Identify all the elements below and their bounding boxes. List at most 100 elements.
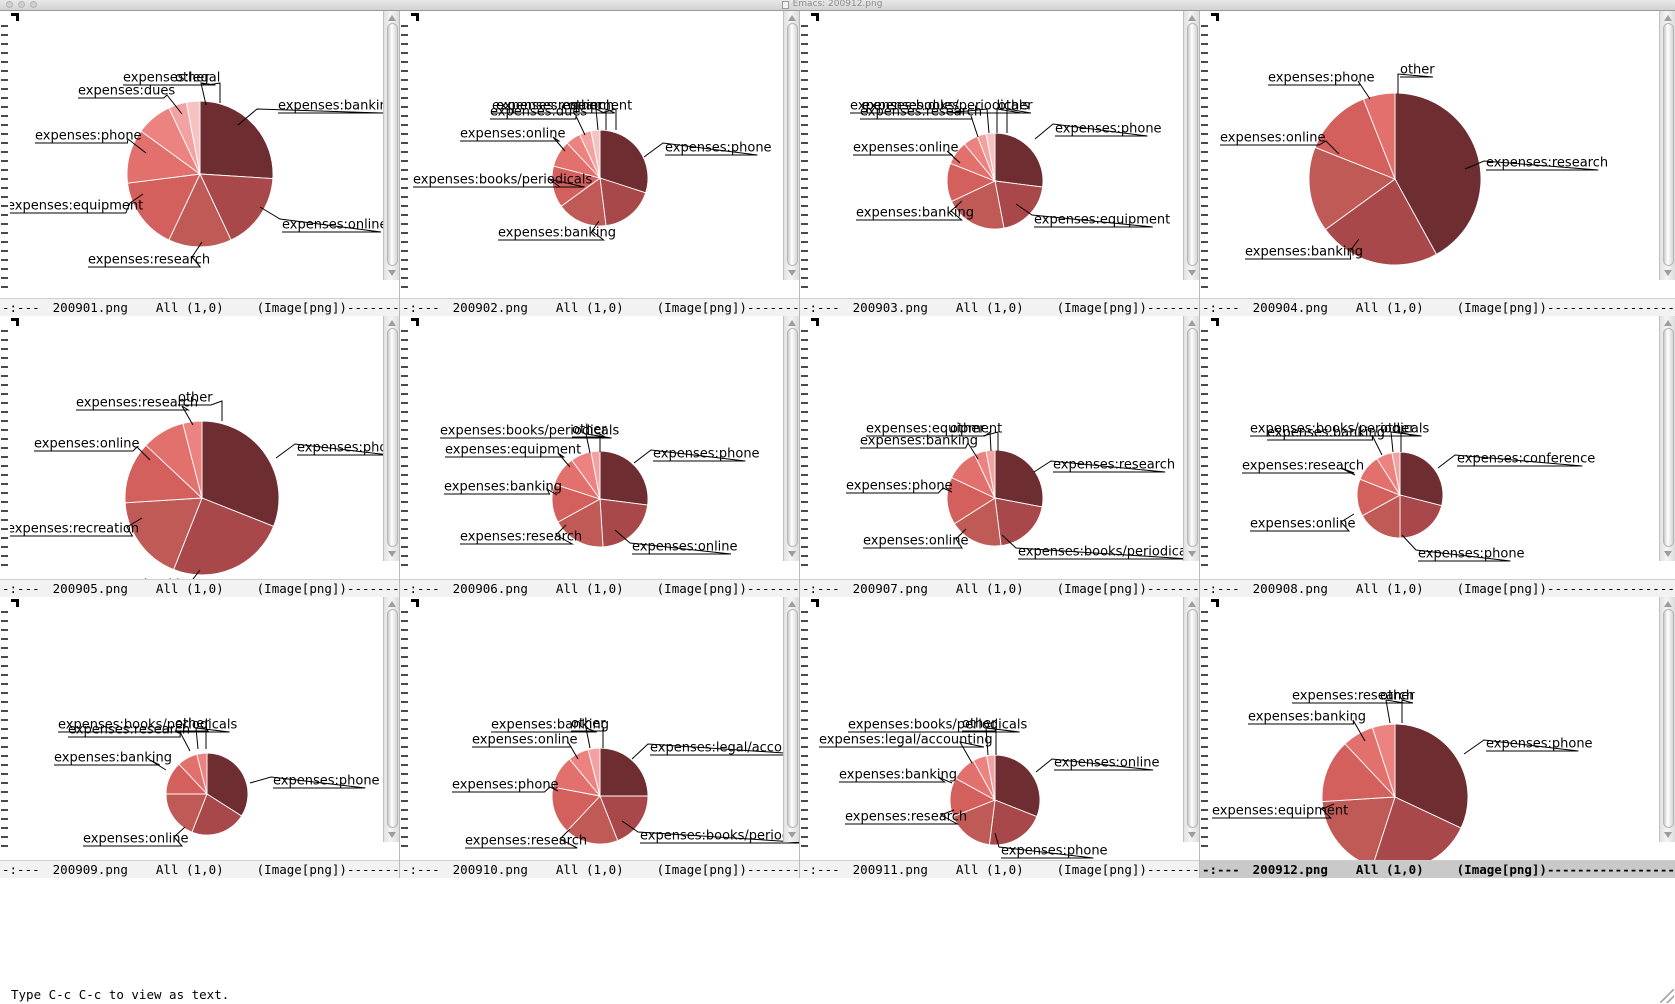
emacs-window-200901[interactable]: expenses:banking expenses:online expenses:… xyxy=(0,11,400,316)
image-buffer[interactable]: expenses:legal/accountingexpenses:books/… xyxy=(400,597,799,860)
mode-line[interactable]: -:--- 200909.png All (1,0) (Image[png]) ----… xyxy=(0,860,399,878)
scroll-down-arrow-icon[interactable] xyxy=(387,268,397,278)
mode-line[interactable]: -:--- 200912.png All (1,0) (Image[png]) ----… xyxy=(1200,860,1675,878)
vertical-scrollbar[interactable] xyxy=(1659,316,1675,561)
mode-line[interactable]: -:--- 200904.png All (1,0) (Image[png]) ----… xyxy=(1200,298,1675,316)
mode-line-buffer-name[interactable]: 200904.png xyxy=(1252,299,1328,315)
scrollbar-thumb[interactable] xyxy=(787,328,798,547)
vertical-scrollbar[interactable] xyxy=(783,597,799,842)
image-buffer[interactable]: expenses:phone expenses:online expenses:re… xyxy=(400,316,799,579)
mode-line-buffer-name[interactable]: 200910.png xyxy=(452,861,528,877)
mode-line-buffer-name[interactable]: 200911.png xyxy=(852,861,928,877)
mode-line[interactable]: -:--- 200905.png All (1,0) (Image[png]) ----… xyxy=(0,579,399,597)
mode-line[interactable]: -:--- 200901.png All (1,0) (Image[png]) ----… xyxy=(0,298,399,316)
scroll-up-arrow-icon[interactable] xyxy=(1663,13,1673,23)
mode-line-major-mode[interactable]: (Image[png]) xyxy=(1456,299,1547,315)
scrollbar-thumb[interactable] xyxy=(387,609,398,828)
vertical-scrollbar[interactable] xyxy=(1183,597,1199,842)
image-buffer[interactable]: expenses:phoneexpenses:onlineexpenses:eq… xyxy=(1200,597,1675,860)
mode-line[interactable]: -:--- 200902.png All (1,0) (Image[png]) ----… xyxy=(400,298,799,316)
scroll-down-arrow-icon[interactable] xyxy=(387,830,397,840)
image-buffer[interactable]: expenses:research expenses:books/periodic… xyxy=(800,316,1199,579)
emacs-window-200912[interactable]: expenses:phoneexpenses:onlineexpenses:eq… xyxy=(1200,597,1675,878)
scrollbar-thumb[interactable] xyxy=(1663,609,1674,828)
mode-line-buffer-name[interactable]: 200903.png xyxy=(852,299,928,315)
vertical-scrollbar[interactable] xyxy=(783,316,799,561)
emacs-window-200902[interactable]: expenses:phone expenses:banking expenses:b… xyxy=(400,11,800,316)
scroll-down-arrow-icon[interactable] xyxy=(1187,830,1197,840)
resize-grip[interactable] xyxy=(1660,989,1674,1003)
scroll-down-arrow-icon[interactable] xyxy=(1663,268,1673,278)
mode-line-major-mode[interactable]: (Image[png]) xyxy=(256,861,347,877)
mode-line-major-mode[interactable]: (Image[png]) xyxy=(1456,580,1547,596)
mode-line-buffer-name[interactable]: 200908.png xyxy=(1252,580,1328,596)
close-button[interactable] xyxy=(6,1,13,8)
scrollbar-thumb[interactable] xyxy=(1663,23,1674,266)
vertical-scrollbar[interactable] xyxy=(383,316,399,561)
image-buffer[interactable]: expenses:banking expenses:online expenses:… xyxy=(0,11,399,298)
mode-line-major-mode[interactable]: (Image[png]) xyxy=(656,580,747,596)
scrollbar-thumb[interactable] xyxy=(1187,609,1198,828)
mode-line-major-mode[interactable]: (Image[png]) xyxy=(656,299,747,315)
mode-line-buffer-name[interactable]: 200902.png xyxy=(452,299,528,315)
scroll-down-arrow-icon[interactable] xyxy=(387,549,397,559)
vertical-scrollbar[interactable] xyxy=(383,597,399,842)
mode-line[interactable]: -:--- 200903.png All (1,0) (Image[png]) ----… xyxy=(800,298,1199,316)
window-titlebar[interactable]: Emacs: 200912.png xyxy=(0,0,1675,11)
scroll-up-arrow-icon[interactable] xyxy=(387,13,397,23)
emacs-window-200903[interactable]: expenses:phone expenses:equipment expenses… xyxy=(800,11,1200,316)
mode-line-buffer-name[interactable]: 200907.png xyxy=(852,580,928,596)
scroll-up-arrow-icon[interactable] xyxy=(787,599,797,609)
scroll-down-arrow-icon[interactable] xyxy=(1187,268,1197,278)
mode-line[interactable]: -:--- 200908.png All (1,0) (Image[png]) ----… xyxy=(1200,579,1675,597)
vertical-scrollbar[interactable] xyxy=(1183,11,1199,280)
scroll-up-arrow-icon[interactable] xyxy=(1187,599,1197,609)
mode-line-major-mode[interactable]: (Image[png]) xyxy=(1456,861,1547,877)
mode-line-major-mode[interactable]: (Image[png]) xyxy=(256,299,347,315)
scroll-down-arrow-icon[interactable] xyxy=(1663,830,1673,840)
image-buffer[interactable]: expenses:online expenses:phone expenses:re… xyxy=(800,597,1199,860)
scrollbar-thumb[interactable] xyxy=(787,609,798,828)
mode-line[interactable]: -:--- 200907.png All (1,0) (Image[png]) ----… xyxy=(800,579,1199,597)
mode-line[interactable]: -:--- 200911.png All (1,0) (Image[png]) ----… xyxy=(800,860,1199,878)
mode-line-buffer-name[interactable]: 200901.png xyxy=(52,299,128,315)
scroll-down-arrow-icon[interactable] xyxy=(1663,549,1673,559)
emacs-window-200906[interactable]: expenses:phone expenses:online expenses:re… xyxy=(400,316,800,597)
scrollbar-thumb[interactable] xyxy=(1187,23,1198,266)
scroll-up-arrow-icon[interactable] xyxy=(387,318,397,328)
scroll-up-arrow-icon[interactable] xyxy=(1187,318,1197,328)
vertical-scrollbar[interactable] xyxy=(1659,597,1675,842)
mode-line-buffer-name[interactable]: 200909.png xyxy=(52,861,128,877)
emacs-window-200905[interactable]: expenses:phoneexpenses:bankingexpenses:r… xyxy=(0,316,400,597)
scroll-up-arrow-icon[interactable] xyxy=(787,318,797,328)
emacs-window-200911[interactable]: expenses:online expenses:phone expenses:re… xyxy=(800,597,1200,878)
emacs-window-200909[interactable]: expenses:phone expenses:online expenses:ba… xyxy=(0,597,400,878)
image-buffer[interactable]: expenses:phone expenses:online expenses:ba… xyxy=(0,597,399,860)
maximize-button[interactable] xyxy=(30,1,37,8)
scroll-down-arrow-icon[interactable] xyxy=(787,830,797,840)
scrollbar-thumb[interactable] xyxy=(387,328,398,547)
window-controls[interactable] xyxy=(6,1,37,8)
vertical-scrollbar[interactable] xyxy=(783,11,799,280)
mode-line-buffer-name[interactable]: 200905.png xyxy=(52,580,128,596)
minibuffer[interactable]: Type C-c C-c to view as text. xyxy=(0,985,1675,1004)
vertical-scrollbar[interactable] xyxy=(1659,11,1675,280)
emacs-window-200910[interactable]: expenses:legal/accountingexpenses:books/… xyxy=(400,597,800,878)
image-buffer[interactable]: expenses:phone expenses:banking expenses:b… xyxy=(400,11,799,298)
scroll-down-arrow-icon[interactable] xyxy=(1187,549,1197,559)
scroll-up-arrow-icon[interactable] xyxy=(787,13,797,23)
scroll-up-arrow-icon[interactable] xyxy=(1663,599,1673,609)
mode-line[interactable]: -:--- 200910.png All (1,0) (Image[png]) ----… xyxy=(400,860,799,878)
scrollbar-thumb[interactable] xyxy=(1187,328,1198,547)
scrollbar-thumb[interactable] xyxy=(1663,328,1674,547)
mode-line-buffer-name[interactable]: 200912.png xyxy=(1252,861,1328,877)
vertical-scrollbar[interactable] xyxy=(1183,316,1199,561)
emacs-window-200907[interactable]: expenses:research expenses:books/periodic… xyxy=(800,316,1200,597)
mode-line-major-mode[interactable]: (Image[png]) xyxy=(256,580,347,596)
emacs-window-200904[interactable]: expenses:research expenses:banking expense… xyxy=(1200,11,1675,316)
scrollbar-thumb[interactable] xyxy=(787,23,798,266)
mode-line-major-mode[interactable]: (Image[png]) xyxy=(656,861,747,877)
mode-line-major-mode[interactable]: (Image[png]) xyxy=(1056,580,1147,596)
image-buffer[interactable]: expenses:phoneexpenses:bankingexpenses:r… xyxy=(0,316,399,579)
image-buffer[interactable]: expenses:conference expenses:phone expense… xyxy=(1200,316,1675,579)
